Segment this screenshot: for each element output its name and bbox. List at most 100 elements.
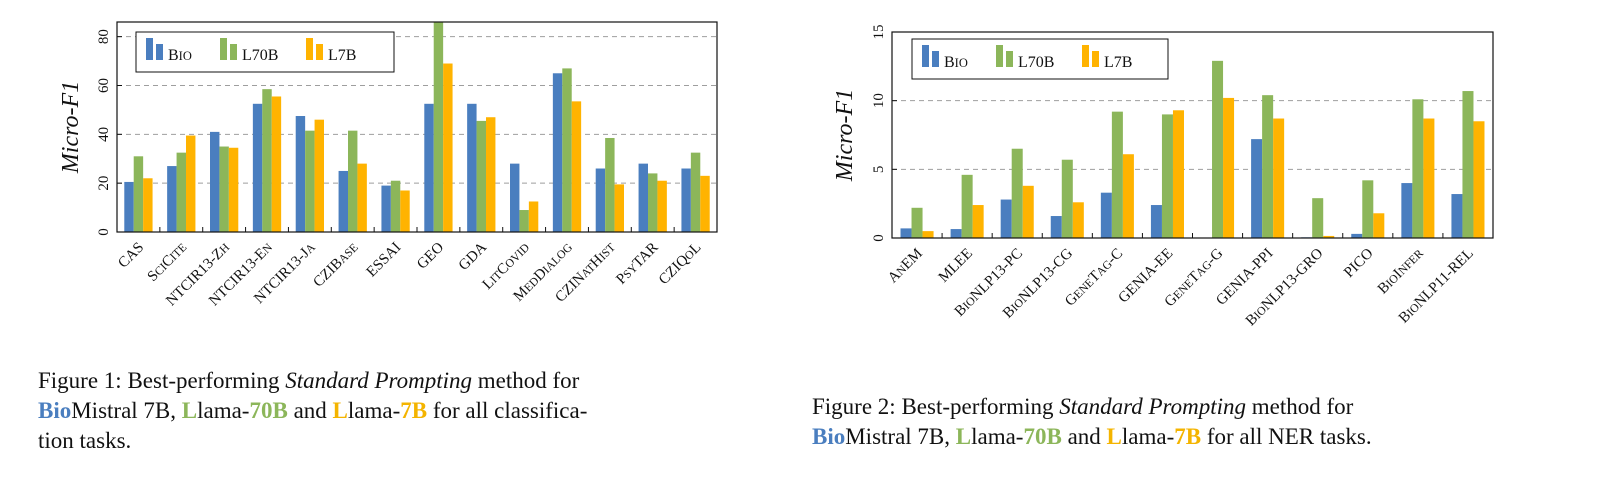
category-label: ESSAI [364, 240, 405, 281]
y-tick-label: 0 [871, 234, 887, 242]
category-label: BIOINFER [1375, 245, 1427, 297]
bar-l70b-3 [262, 89, 272, 233]
y-tick-label: 80 [96, 29, 112, 44]
caption-bio-rest: Mistral 7B, [845, 424, 956, 449]
legend-box [911, 38, 1169, 80]
bar-bio-12 [638, 163, 648, 232]
legend-swatch [1082, 45, 1089, 67]
caption-method: Standard Prompting [1059, 394, 1246, 419]
bar-bio-1 [167, 166, 177, 232]
y-tick-label: 40 [96, 127, 112, 142]
caption-suffix: for all NER tasks. [1201, 424, 1372, 449]
legend-box [135, 31, 395, 73]
legend-swatch [220, 38, 227, 60]
bar-bio-0 [124, 181, 134, 232]
legend-swatch [996, 45, 1003, 67]
bar-l7b-9 [1373, 213, 1385, 238]
bar-bio-3 [1050, 216, 1062, 238]
bar-l70b-3 [1061, 159, 1073, 238]
bar-l70b-10 [1412, 99, 1424, 238]
bar-l7b-5 [1172, 110, 1184, 238]
bar-l7b-11 [614, 184, 624, 232]
bar-l70b-5 [348, 130, 358, 232]
caption-and: and [287, 398, 333, 423]
bar-l70b-9 [1362, 180, 1374, 238]
caption-l70-l: L [181, 398, 198, 423]
caption-middle: method for [472, 368, 580, 393]
bar-l7b-5 [357, 163, 367, 232]
bar-bio-11 [595, 168, 606, 232]
bar-l7b-9 [528, 201, 539, 232]
bar-bio-7 [424, 103, 434, 232]
bar-l7b-1 [186, 135, 196, 232]
bar-bio-11 [1451, 194, 1463, 238]
caption-l70-l: L [955, 424, 972, 449]
bar-bio-9 [1351, 233, 1363, 238]
category-label: CZIBASE [310, 240, 361, 291]
chart-classification: 020406080CASSCICITENTCIR13-ZHNTCIR13-ENN… [58, 21, 718, 309]
bar-bio-4 [1100, 192, 1112, 238]
y-tick-label: 10 [871, 93, 887, 108]
bar-bio-8 [467, 103, 477, 232]
caption-l70-mid: lama- [197, 398, 250, 423]
bar-l70b-10 [562, 68, 572, 233]
bar-bio-9 [510, 163, 520, 232]
bar-l7b-3 [1072, 202, 1084, 238]
bar-bio-5 [1150, 205, 1162, 238]
caption-l7-mid: lama- [1121, 424, 1175, 449]
bar-l7b-11 [1473, 121, 1485, 238]
bar-bio-1 [950, 229, 962, 238]
legend-label: L7B [1104, 54, 1132, 71]
bar-l70b-11 [1462, 91, 1474, 238]
bar-l70b-8 [476, 120, 486, 232]
bar-l70b-6 [1212, 60, 1224, 239]
caption-l7-7b: 7B [1174, 424, 1202, 449]
bar-l70b-0 [133, 156, 144, 232]
bar-l70b-2 [1011, 148, 1023, 238]
y-tick-label: 0 [96, 228, 112, 236]
legend-swatch [146, 38, 153, 60]
y-tick-label: 5 [871, 166, 887, 174]
legend-swatch [932, 51, 939, 67]
bar-l7b-1 [972, 205, 984, 238]
category-label: CZIQOL [656, 240, 705, 289]
bar-bio-4 [295, 116, 306, 232]
caption-l7-l: L [332, 398, 348, 423]
caption-method: Standard Prompting [285, 368, 472, 393]
bar-l7b-4 [1122, 154, 1134, 238]
bar-l70b-7 [433, 22, 444, 232]
bar-l7b-2 [228, 147, 239, 232]
bar-bio-2 [210, 131, 220, 232]
bar-l7b-3 [271, 96, 282, 232]
bar-l7b-7 [1273, 118, 1285, 238]
bar-l70b-12 [648, 173, 658, 232]
caption-and: and [1061, 424, 1107, 449]
caption-l7-7b: 7B [400, 398, 428, 423]
bar-l70b-7 [1262, 95, 1274, 238]
bar-l7b-10 [571, 101, 582, 232]
legend-label: BIO [168, 47, 192, 64]
bar-l7b-12 [657, 180, 667, 232]
bar-l7b-6 [400, 190, 410, 232]
legend-swatch [922, 45, 929, 67]
legend-label: L7B [328, 47, 356, 64]
bar-l70b-13 [690, 152, 701, 232]
bar-bio-3 [252, 103, 263, 232]
category-label: PICO [1341, 245, 1377, 281]
category-label: GDA [456, 239, 490, 273]
bar-l70b-0 [911, 207, 923, 238]
bar-l70b-2 [219, 146, 229, 232]
bar-l70b-8 [1312, 198, 1324, 238]
caption-bio: Bio [812, 424, 846, 449]
caption-bio-rest: Mistral 7B, [71, 398, 182, 423]
legend-swatch [306, 38, 313, 60]
bar-l70b-9 [519, 210, 529, 232]
bar-l7b-0 [143, 178, 153, 232]
caption-l70-70b: 70B [249, 398, 288, 423]
bar-l70b-4 [1111, 111, 1123, 238]
y-tick-label: 15 [871, 25, 887, 40]
y-axis-label: Micro-F1 [58, 81, 84, 174]
category-label: CAS [115, 240, 147, 272]
